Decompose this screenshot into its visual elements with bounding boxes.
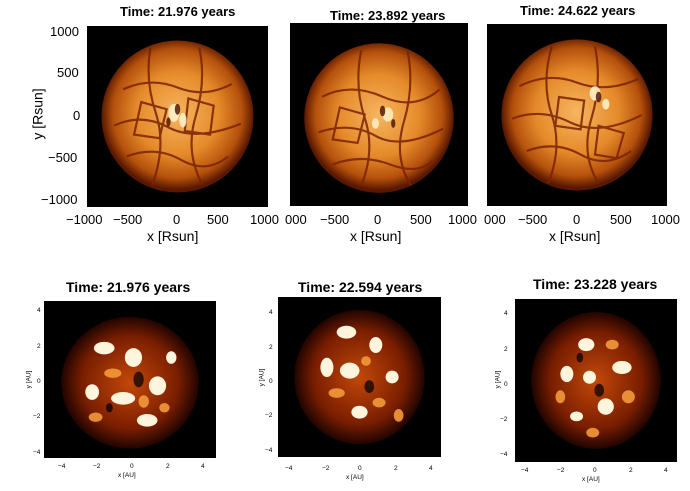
top3-xtick-1: −500 bbox=[518, 212, 548, 227]
bottom1-xtick-4: 4 bbox=[201, 463, 205, 470]
star-image-3 bbox=[501, 39, 653, 191]
bottom2-xtick-2: 0 bbox=[358, 465, 362, 472]
top-panel-2-title: Time: 23.892 years bbox=[330, 8, 446, 23]
bottom3-ytick-1: 2 bbox=[504, 346, 508, 353]
bottom2-ytick-4: −4 bbox=[265, 447, 273, 454]
top2-xtick-0: 000 bbox=[285, 212, 307, 227]
bottom3-xtick-4: 4 bbox=[664, 467, 668, 474]
bottom2-y-axis-label: y [AU] bbox=[258, 368, 266, 387]
bottom-panel-1-image bbox=[44, 301, 216, 458]
top3-xtick-4: 1000 bbox=[651, 212, 680, 227]
bottom1-xtick-2: 0 bbox=[130, 463, 134, 470]
bottom3-ytick-0: 4 bbox=[504, 310, 508, 317]
top2-xtick-3: 500 bbox=[410, 212, 432, 227]
bottom1-ytick-1: 2 bbox=[37, 343, 41, 350]
top2-x-axis-label: x [Rsun] bbox=[350, 228, 402, 244]
top3-xtick-2: 0 bbox=[573, 212, 581, 227]
bottom2-xtick-4: 4 bbox=[429, 465, 433, 472]
top2-xtick-4: 1000 bbox=[448, 212, 477, 227]
star-image-6 bbox=[531, 312, 661, 449]
bottom3-y-axis-label: y [AU] bbox=[494, 370, 502, 389]
bottom-panel-3-image bbox=[515, 299, 677, 462]
top-ytick-minus500: −500 bbox=[48, 150, 78, 165]
bottom1-xtick-3: 2 bbox=[166, 463, 170, 470]
bottom1-ytick-3: −2 bbox=[33, 413, 41, 420]
top-panel-3-image bbox=[487, 24, 667, 206]
top1-xtick-0: −1000 bbox=[66, 212, 103, 227]
bottom2-ytick-3: −2 bbox=[265, 412, 273, 419]
top1-x-axis-label: x [Rsun] bbox=[147, 228, 199, 244]
bottom3-ytick-4: −4 bbox=[500, 451, 508, 458]
bottom1-x-axis-label: x [AU] bbox=[118, 472, 136, 479]
bottom1-xtick-1: −2 bbox=[93, 463, 101, 470]
top-ytick-500: 500 bbox=[57, 65, 79, 80]
top2-xtick-2: 0 bbox=[374, 212, 382, 227]
top3-xtick-0: 000 bbox=[484, 212, 506, 227]
bottom3-ytick-3: −2 bbox=[500, 416, 508, 423]
bottom1-ytick-4: −4 bbox=[33, 449, 41, 456]
bottom3-ytick-2: 0 bbox=[504, 381, 508, 388]
bottom2-x-axis-label: x [AU] bbox=[346, 474, 364, 481]
bottom3-xtick-1: −2 bbox=[557, 467, 565, 474]
bottom2-ytick-0: 4 bbox=[269, 309, 273, 316]
top-panel-3-title: Time: 24.622 years bbox=[520, 3, 636, 18]
top1-xtick-3: 500 bbox=[207, 212, 229, 227]
bottom3-xtick-3: 2 bbox=[629, 467, 633, 474]
bottom-panel-2-image bbox=[278, 297, 441, 457]
top-panel-2-image bbox=[290, 23, 468, 206]
top1-xtick-2: 0 bbox=[173, 212, 181, 227]
top-ytick-1000: 1000 bbox=[50, 24, 79, 39]
top2-xtick-1: −500 bbox=[320, 212, 350, 227]
top-ytick-minus1000: −1000 bbox=[41, 192, 78, 207]
bottom2-xtick-0: −4 bbox=[285, 465, 293, 472]
bottom1-xtick-0: −4 bbox=[58, 463, 66, 470]
top3-xtick-3: 500 bbox=[610, 212, 632, 227]
bottom3-xtick-0: −4 bbox=[521, 467, 529, 474]
top3-x-axis-label: x [Rsun] bbox=[549, 228, 601, 244]
top1-xtick-1: −500 bbox=[113, 212, 143, 227]
bottom1-ytick-2: 0 bbox=[37, 378, 41, 385]
bottom-panel-1-title: Time: 21.976 years bbox=[66, 279, 191, 295]
bottom2-xtick-1: −2 bbox=[322, 465, 330, 472]
star-image-1 bbox=[101, 40, 254, 193]
top1-xtick-4: 1000 bbox=[250, 212, 279, 227]
bottom2-ytick-1: 2 bbox=[269, 344, 273, 351]
star-image-5 bbox=[294, 309, 425, 445]
bottom-panel-3-title: Time: 23.228 years bbox=[533, 276, 658, 292]
bottom3-xtick-2: 0 bbox=[593, 467, 597, 474]
bottom-panel-2-title: Time: 22.594 years bbox=[298, 279, 423, 295]
star-image-4 bbox=[61, 316, 199, 449]
bottom2-xtick-3: 2 bbox=[394, 465, 398, 472]
bottom1-ytick-0: 4 bbox=[37, 307, 41, 314]
bottom1-y-axis-label: y [AU] bbox=[25, 370, 33, 389]
bottom2-ytick-2: 0 bbox=[269, 378, 273, 385]
bottom3-x-axis-label: x [AU] bbox=[582, 476, 600, 483]
top-panel-1-title: Time: 21.976 years bbox=[120, 4, 236, 19]
top-ytick-0: 0 bbox=[73, 108, 81, 123]
star-image-2 bbox=[304, 43, 454, 193]
top-y-axis-label: y [Rsun] bbox=[29, 88, 46, 140]
top-panel-1-image bbox=[87, 26, 268, 207]
